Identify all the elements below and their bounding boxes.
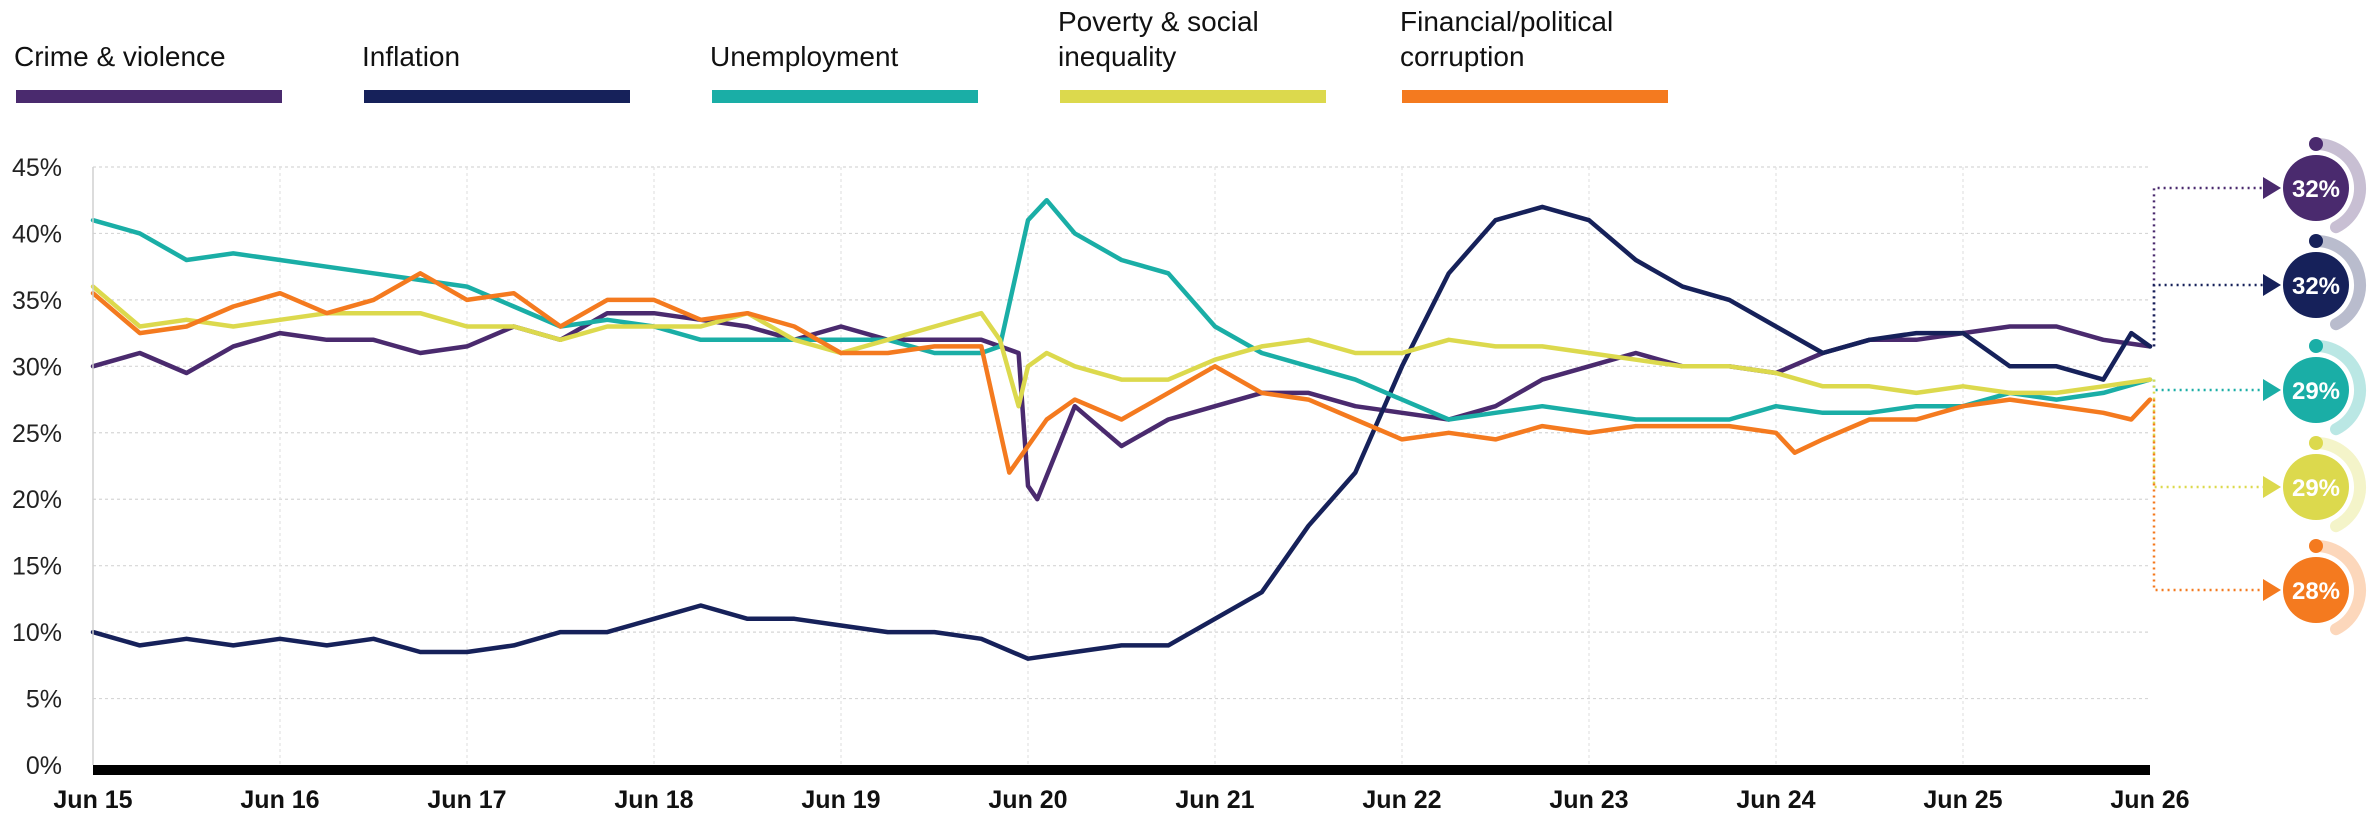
x-axis-baseline [93, 765, 2150, 775]
y-tick-label: 5% [26, 686, 62, 714]
legend: Crime & violence Inflation Unemployment Pov… [14, 6, 1668, 103]
x-tick-label: Jun 21 [1175, 786, 1254, 814]
badge-value: 28% [2292, 578, 2340, 605]
legend-swatch-financial-political-corruption [1402, 90, 1668, 103]
y-tick-label: 20% [12, 486, 62, 514]
badge-ring-dot [2309, 137, 2323, 151]
x-tick-label: Jun 24 [1736, 786, 1815, 814]
badge-connector [2152, 186, 2265, 347]
badge-ring-dot [2309, 339, 2323, 353]
badge-value: 32% [2292, 273, 2340, 300]
y-tick-label: 15% [12, 553, 62, 581]
x-tick-label: Jun 15 [53, 786, 132, 814]
x-tick-label: Jun 25 [1923, 786, 2002, 814]
arrow-head-icon [2263, 476, 2281, 498]
badge-poverty-social-inequality: 29% [2152, 379, 2367, 533]
badge-circle [2283, 155, 2349, 221]
badge-ring [2310, 437, 2367, 533]
series-line-financial-political-corruption [90, 271, 2153, 475]
badge-connector [2152, 283, 2265, 347]
y-tick-label: 25% [12, 420, 62, 448]
series-line-crime-violence [90, 310, 2153, 502]
badge-value: 29% [2292, 378, 2340, 405]
legend-swatch-inflation [364, 90, 630, 103]
legend-label-unemployment: Unemployment [710, 41, 899, 72]
y-tick-label: 35% [12, 287, 62, 315]
x-tick-label: Jun 22 [1362, 786, 1441, 814]
badge-circle [2283, 252, 2349, 318]
axes: 0% 5% 10% 15% 20% 25% 30% 35% 40% 45% Jun 15 Jun 16… [12, 154, 2190, 814]
legend-label-financial-political-corruption: corruption [1400, 41, 1525, 72]
y-tick-label: 10% [12, 619, 62, 647]
arrow-head-icon [2263, 177, 2281, 199]
series-lines [90, 197, 2153, 661]
x-tick-label: Jun 20 [988, 786, 1067, 814]
x-tick-label: Jun 16 [240, 786, 319, 814]
legend-label-poverty-social-inequality: Poverty & social [1058, 6, 1259, 37]
y-tick-label: 45% [12, 154, 62, 182]
badge-ring-dot [2309, 234, 2323, 248]
legend-swatch-poverty-social-inequality [1060, 90, 1326, 103]
badge-ring [2310, 235, 2367, 331]
y-tick-label: 40% [12, 220, 62, 248]
legend-label-poverty-social-inequality: inequality [1058, 41, 1176, 72]
y-tick-label: 30% [12, 353, 62, 381]
badge-connector [2152, 399, 2265, 592]
badge-circle [2283, 557, 2349, 623]
series-line-unemployment [90, 197, 2153, 422]
badge-ring [2310, 340, 2367, 436]
x-tick-label: Jun 18 [614, 786, 693, 814]
x-tick-label: Jun 19 [801, 786, 880, 814]
legend-swatch-crime-violence [16, 90, 282, 103]
x-tick-label: Jun 17 [427, 786, 506, 814]
y-tick-label: 0% [26, 752, 62, 780]
badge-circle [2283, 454, 2349, 520]
badge-connector [2152, 379, 2265, 392]
badge-crime-violence: 32% [2152, 137, 2367, 347]
series-line-poverty-social-inequality [90, 284, 2153, 409]
legend-label-financial-political-corruption: Financial/political [1400, 6, 1613, 37]
badge-ring-dot [2309, 436, 2323, 450]
badge-ring [2310, 540, 2367, 636]
badge-circle [2283, 357, 2349, 423]
arrow-head-icon [2263, 379, 2281, 401]
x-tick-label: Jun 23 [1549, 786, 1628, 814]
badge-inflation: 32% [2152, 234, 2367, 347]
badge-connector [2152, 379, 2265, 489]
legend-label-inflation: Inflation [362, 41, 460, 72]
badge-value: 29% [2292, 475, 2340, 502]
x-tick-label: Jun 26 [2110, 786, 2189, 814]
badge-unemployment: 29% [2152, 339, 2367, 436]
latest-value-badges: 32% 32% 29% 29% 28% [2152, 137, 2367, 636]
arrow-head-icon [2263, 579, 2281, 601]
legend-label-crime-violence: Crime & violence [14, 41, 226, 72]
badge-ring [2310, 138, 2367, 234]
badge-value: 32% [2292, 176, 2340, 203]
arrow-head-icon [2263, 274, 2281, 296]
badge-ring-dot [2309, 539, 2323, 553]
badge-financial-political-corruption: 28% [2152, 399, 2367, 636]
legend-swatch-unemployment [712, 90, 978, 103]
grid [93, 166, 2150, 765]
series-line-inflation [90, 204, 2153, 661]
